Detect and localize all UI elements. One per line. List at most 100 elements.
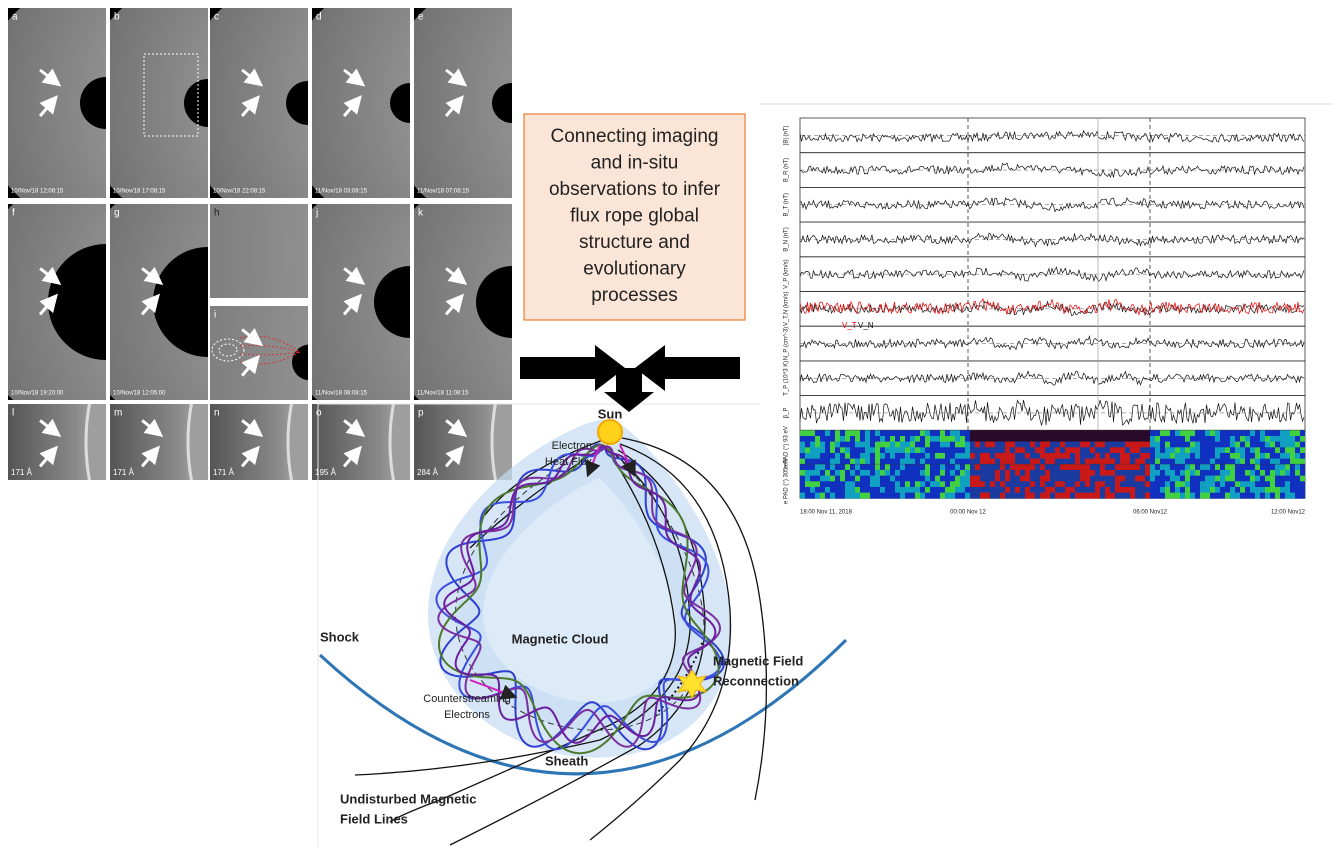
- spectrogram-cell: [910, 447, 915, 453]
- spectrogram-cell: [1300, 442, 1305, 448]
- spectrogram-cell: [1100, 493, 1105, 499]
- panel-letter: h: [214, 208, 220, 219]
- spectrogram-cell: [940, 436, 945, 442]
- spectrogram-cell: [1025, 447, 1030, 453]
- spectrogram-cell: [1170, 459, 1175, 465]
- spectrogram-cell: [1285, 442, 1290, 448]
- spectrogram-cell: [1080, 442, 1085, 448]
- spectrogram-cell: [1260, 481, 1265, 487]
- spectrogram-cell: [880, 453, 885, 459]
- spectrogram-cell: [1240, 459, 1245, 465]
- spectrogram-cell: [1070, 459, 1075, 465]
- spectrogram-cell: [1105, 481, 1110, 487]
- panel-label: N_P (cm^-3): [784, 327, 790, 360]
- spectrogram-cell: [1185, 493, 1190, 499]
- spectrogram-cell: [895, 481, 900, 487]
- spectrogram-cell: [1160, 459, 1165, 465]
- spectrogram-cell: [1000, 442, 1005, 448]
- spectrogram-cell: [805, 442, 810, 448]
- spectrogram-cell: [1120, 481, 1125, 487]
- spectrogram-cell: [1250, 442, 1255, 448]
- spectrogram-cell: [1095, 493, 1100, 499]
- spectrogram-cell: [1205, 476, 1210, 482]
- spectrogram-cell: [905, 453, 910, 459]
- spectrogram-cell: [1230, 447, 1235, 453]
- panel-caption: 171 Å: [213, 468, 235, 477]
- spectrogram-cell: [1250, 464, 1255, 470]
- spectrogram-cell: [845, 453, 850, 459]
- spectrogram-cell: [815, 453, 820, 459]
- spectrogram-cell: [1140, 464, 1145, 470]
- spectrogram-cell: [1230, 464, 1235, 470]
- spectrogram-cell: [1240, 470, 1245, 476]
- spectrogram-cell: [890, 430, 895, 436]
- spectrogram-cell: [1015, 493, 1020, 499]
- spectrogram-cell: [820, 470, 825, 476]
- spectrogram-cell: [1260, 470, 1265, 476]
- spectrogram-cell: [980, 481, 985, 487]
- spectrogram-cell: [995, 447, 1000, 453]
- spectrogram-cell: [1290, 442, 1295, 448]
- spectrogram-cell: [1195, 442, 1200, 448]
- spectrogram-cell: [835, 487, 840, 493]
- spectrogram-cell: [865, 487, 870, 493]
- spectrogram-cell: [1245, 493, 1250, 499]
- spectrogram-cell: [1200, 464, 1205, 470]
- spectrogram-cell: [1165, 470, 1170, 476]
- spectrogram-cell: [855, 487, 860, 493]
- spectrogram-cell: [910, 436, 915, 442]
- spectrogram-cell: [975, 447, 980, 453]
- spectrogram-cell: [955, 487, 960, 493]
- spectrogram-cell: [1045, 442, 1050, 448]
- spectrogram-cell: [1030, 487, 1035, 493]
- spectrogram-cell: [1090, 470, 1095, 476]
- spectrogram-cell: [1140, 430, 1145, 436]
- spectrogram-cell: [1160, 447, 1165, 453]
- spectrogram-cell: [875, 453, 880, 459]
- spectrogram-cell: [1095, 481, 1100, 487]
- spectrogram-cell: [930, 430, 935, 436]
- spectrogram-cell: [1125, 464, 1130, 470]
- spectrogram-cell: [860, 453, 865, 459]
- spectrogram-cell: [1180, 430, 1185, 436]
- spectrogram-cell: [995, 453, 1000, 459]
- spectrogram-cell: [1190, 481, 1195, 487]
- spectrogram-cell: [1120, 493, 1125, 499]
- spectrogram-cell: [835, 442, 840, 448]
- spectrogram-cell: [1150, 430, 1155, 436]
- spectrogram-cell: [1130, 447, 1135, 453]
- spectrogram-cell: [1065, 487, 1070, 493]
- spectrogram-cell: [1290, 447, 1295, 453]
- spectrogram-cell: [825, 487, 830, 493]
- spectrogram-cell: [870, 493, 875, 499]
- spectrogram-cell: [810, 453, 815, 459]
- spectrogram-cell: [1255, 470, 1260, 476]
- spectrogram-cell: [985, 430, 990, 436]
- spectrogram-cell: [1120, 459, 1125, 465]
- spectrogram-cell: [1090, 464, 1095, 470]
- spectrogram-cell: [1130, 436, 1135, 442]
- spectrogram-cell: [815, 476, 820, 482]
- insitu-plot: |B| (nT)B_R (nT)B_T (nT)B_N (nT)V_P (km/…: [784, 118, 1306, 516]
- spectrogram-cell: [885, 493, 890, 499]
- spectrogram-cell: [1005, 493, 1010, 499]
- label-reconnection: Reconnection: [713, 673, 799, 688]
- spectrogram-cell: [985, 436, 990, 442]
- spectrogram-cell: [830, 470, 835, 476]
- spectrogram-cell: [1100, 476, 1105, 482]
- spectrogram-cell: [865, 476, 870, 482]
- spectrogram-cell: [850, 459, 855, 465]
- spectrogram-cell: [975, 487, 980, 493]
- spectrogram-cell: [980, 453, 985, 459]
- spectrogram-cell: [820, 487, 825, 493]
- spectrogram-cell: [925, 487, 930, 493]
- spectrogram-cell: [1000, 464, 1005, 470]
- spectrogram-cell: [1050, 487, 1055, 493]
- spectrogram-cell: [1180, 459, 1185, 465]
- spectrogram-cell: [925, 436, 930, 442]
- spectrogram-cell: [1180, 453, 1185, 459]
- spectrogram-cell: [1105, 493, 1110, 499]
- spectrogram-cell: [1035, 481, 1040, 487]
- spectrogram-cell: [1130, 476, 1135, 482]
- spectrogram-cell: [865, 459, 870, 465]
